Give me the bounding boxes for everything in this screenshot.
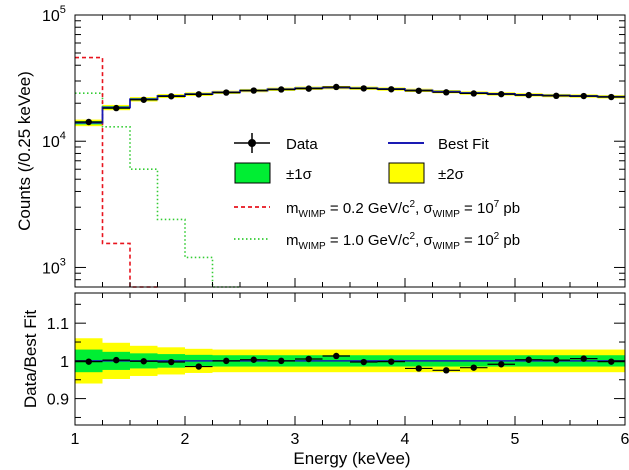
top-y-axis-label: Counts (/0.25 keVee) [15, 71, 34, 231]
data-point [140, 96, 147, 103]
legend-item-best-fit: Best Fit [388, 136, 490, 153]
x-tick-label: 2 [181, 431, 190, 448]
ratio-point [360, 358, 367, 366]
data-point [553, 92, 560, 100]
bottom-panel: 1 2 3 4 5 6 0.9 1 1.1 Data/Best Fit Energy (keVe… [21, 292, 629, 468]
legend-item-wimp-1.0: mWIMP = 1.0 GeV/c2, σWIMP = 102 pb [234, 231, 520, 252]
y-tick-label: 1 [60, 354, 69, 371]
data-point [278, 86, 285, 93]
ratio-point [250, 356, 257, 363]
legend-item-2sigma: ±2σ [388, 162, 465, 184]
ratio-point [113, 356, 120, 364]
legend-label-1sigma: ±1σ [286, 166, 313, 183]
ratio-point [498, 361, 505, 368]
top-points [75, 83, 625, 126]
top-curves [75, 56, 625, 288]
data-point [388, 86, 395, 93]
legend-item-wimp-0.2: mWIMP = 0.2 GeV/c2, σWIMP = 107 pb [234, 199, 520, 220]
legend: Data Best Fit ±1σ ±2σ mWIMP = 0.2 GeV/c2… [234, 133, 520, 252]
data-point [443, 89, 450, 96]
curve-wimp-0.2 [75, 56, 158, 288]
x-tick-label: 4 [401, 431, 410, 448]
ratio-point [553, 356, 560, 364]
legend-label-2sigma: ±2σ [438, 166, 465, 183]
x-tick-label: 1 [71, 431, 80, 448]
ratio-point [223, 357, 230, 365]
y-tick-label: 105 [42, 4, 66, 25]
legend-label-wimp-1.0: mWIMP = 1.0 GeV/c2, σWIMP = 102 pb [286, 231, 520, 252]
data-point [195, 91, 202, 98]
data-point [305, 85, 312, 92]
data-point [498, 90, 505, 98]
ratio-point [608, 358, 615, 365]
y-tick-label: 103 [42, 256, 66, 277]
data-point [333, 83, 340, 91]
data-point [250, 87, 257, 94]
top-bands [75, 85, 625, 127]
ratio-point [85, 358, 92, 365]
legend-item-1sigma: ±1σ [234, 162, 313, 184]
data-point [113, 104, 120, 112]
data-point [525, 91, 532, 99]
top-axes: 103 104 105 [42, 4, 626, 288]
x-tick-label: 6 [621, 431, 629, 448]
legend-label-data: Data [286, 136, 318, 153]
bottom-points [75, 352, 625, 374]
data-point [85, 118, 92, 126]
ratio-point [140, 358, 147, 365]
data-point [580, 92, 587, 100]
ratio-point [195, 363, 202, 370]
ratio-point [525, 356, 532, 363]
ratio-point [305, 355, 312, 363]
data-point [360, 85, 367, 92]
y-tick-label: 104 [42, 130, 66, 151]
x-tick-label: 3 [291, 431, 300, 448]
legend-label-wimp-0.2: mWIMP = 0.2 GeV/c2, σWIMP = 107 pb [286, 199, 520, 220]
data-point [470, 90, 477, 97]
x-axis-label: Energy (keVee) [293, 449, 410, 468]
curve-best-fit [75, 86, 625, 124]
ratio-point [168, 358, 175, 366]
y-tick-label: 1.1 [47, 316, 69, 333]
y-tick-label: 0.9 [47, 392, 69, 409]
data-point [168, 93, 175, 100]
ratio-point [470, 364, 477, 371]
bottom-axes: 1 2 3 4 5 6 0.9 1 1.1 [47, 293, 629, 448]
ratio-point [580, 355, 587, 362]
ratio-point [333, 352, 340, 360]
top-panel: 103 104 105 Counts (/0.25 keVee) Data Best… [15, 4, 626, 288]
data-point [608, 93, 615, 101]
ratio-point [415, 365, 422, 372]
legend-label-best-fit: Best Fit [438, 136, 490, 153]
ratio-point [443, 367, 450, 374]
data-point [223, 89, 230, 96]
legend-item-data: Data [234, 133, 318, 153]
ratio-point [388, 358, 395, 365]
x-tick-label: 5 [511, 431, 520, 448]
bottom-y-axis-label: Data/Best Fit [21, 310, 40, 409]
ratio-point [278, 357, 285, 365]
data-point [415, 87, 422, 94]
